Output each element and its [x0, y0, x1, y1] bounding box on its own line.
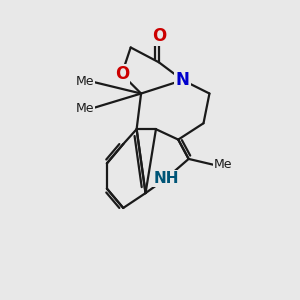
- Text: O: O: [115, 65, 129, 83]
- Text: N: N: [176, 71, 190, 89]
- Text: O: O: [152, 27, 166, 45]
- Text: Me: Me: [75, 75, 94, 88]
- Text: NH: NH: [154, 171, 179, 186]
- Text: Me: Me: [214, 158, 232, 171]
- Text: Me: Me: [75, 102, 94, 115]
